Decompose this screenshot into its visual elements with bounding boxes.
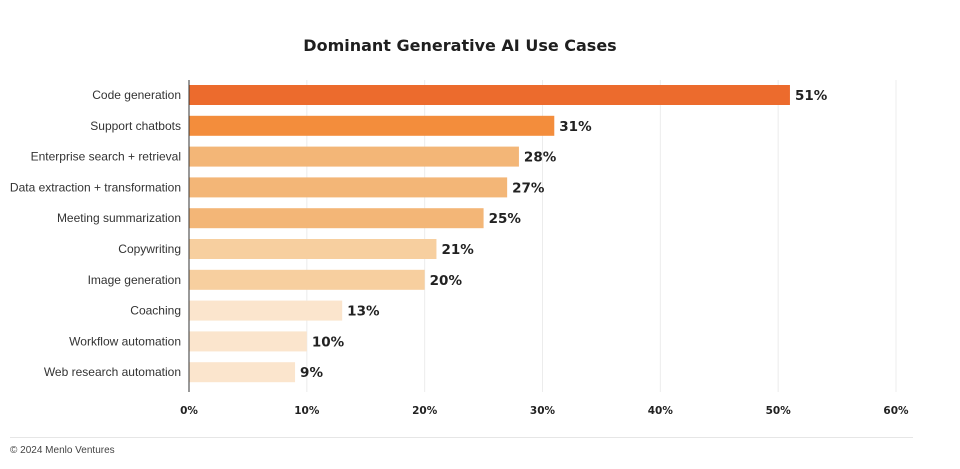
value-labels: 51% 31%28% 27% 25% 21% 20% 13%10% 9% — [300, 88, 828, 381]
value-label-5: 21% — [441, 242, 474, 258]
x-tick-label-2: 20% — [412, 405, 438, 417]
value-label-9: 9% — [300, 365, 323, 381]
category-label-4: Meeting summarization — [57, 211, 181, 225]
value-label-7: 13% — [347, 304, 380, 320]
category-label-8: Workflow automation — [69, 334, 181, 348]
x-tick-label-1: 10% — [294, 405, 320, 417]
value-label-0: 51% — [795, 88, 828, 104]
value-label-3: 27% — [512, 180, 545, 196]
x-tick-label-3: 30% — [530, 405, 556, 417]
bar-5 — [189, 239, 437, 259]
x-tick-label-6: 60% — [883, 405, 909, 417]
bar-7 — [189, 300, 343, 321]
category-label-5: Copywriting — [118, 242, 181, 256]
category-label-1: Support chatbots — [90, 119, 181, 133]
category-label-3: Data extraction + transformation — [10, 180, 181, 194]
footer-divider — [10, 437, 913, 438]
x-axis-tick-labels: 0% 10% 20% 30% 40% 50% 60% — [180, 405, 909, 417]
category-label-2: Enterprise search + retrieval — [31, 150, 181, 164]
bar-8 — [189, 331, 307, 352]
value-label-6: 20% — [430, 273, 463, 289]
category-label-0: Code generation — [92, 88, 181, 102]
value-label-4: 25% — [489, 211, 522, 227]
x-tick-label-5: 50% — [766, 405, 792, 417]
category-label-9: Web research automation — [44, 365, 181, 379]
value-label-2: 28% — [524, 150, 557, 166]
category-labels: Code generation Support chatbots Enterpris… — [10, 88, 181, 379]
bar-9 — [189, 362, 296, 383]
x-tick-label-0: 0% — [180, 405, 198, 417]
category-label-6: Image generation — [88, 273, 181, 287]
bars — [189, 85, 790, 383]
value-label-1: 31% — [559, 119, 592, 135]
bar-3 — [189, 177, 508, 198]
bar-2 — [189, 146, 519, 167]
bar-6 — [189, 269, 425, 290]
bar-4 — [189, 208, 484, 229]
category-label-7: Coaching — [130, 304, 181, 318]
bar-1 — [189, 115, 555, 136]
chart-title: Dominant Generative AI Use Cases — [303, 36, 616, 55]
copyright-text: © 2024 Menlo Ventures — [10, 445, 115, 456]
bar-0 — [189, 85, 790, 105]
x-tick-label-4: 40% — [648, 405, 674, 417]
value-label-8: 10% — [312, 334, 345, 350]
